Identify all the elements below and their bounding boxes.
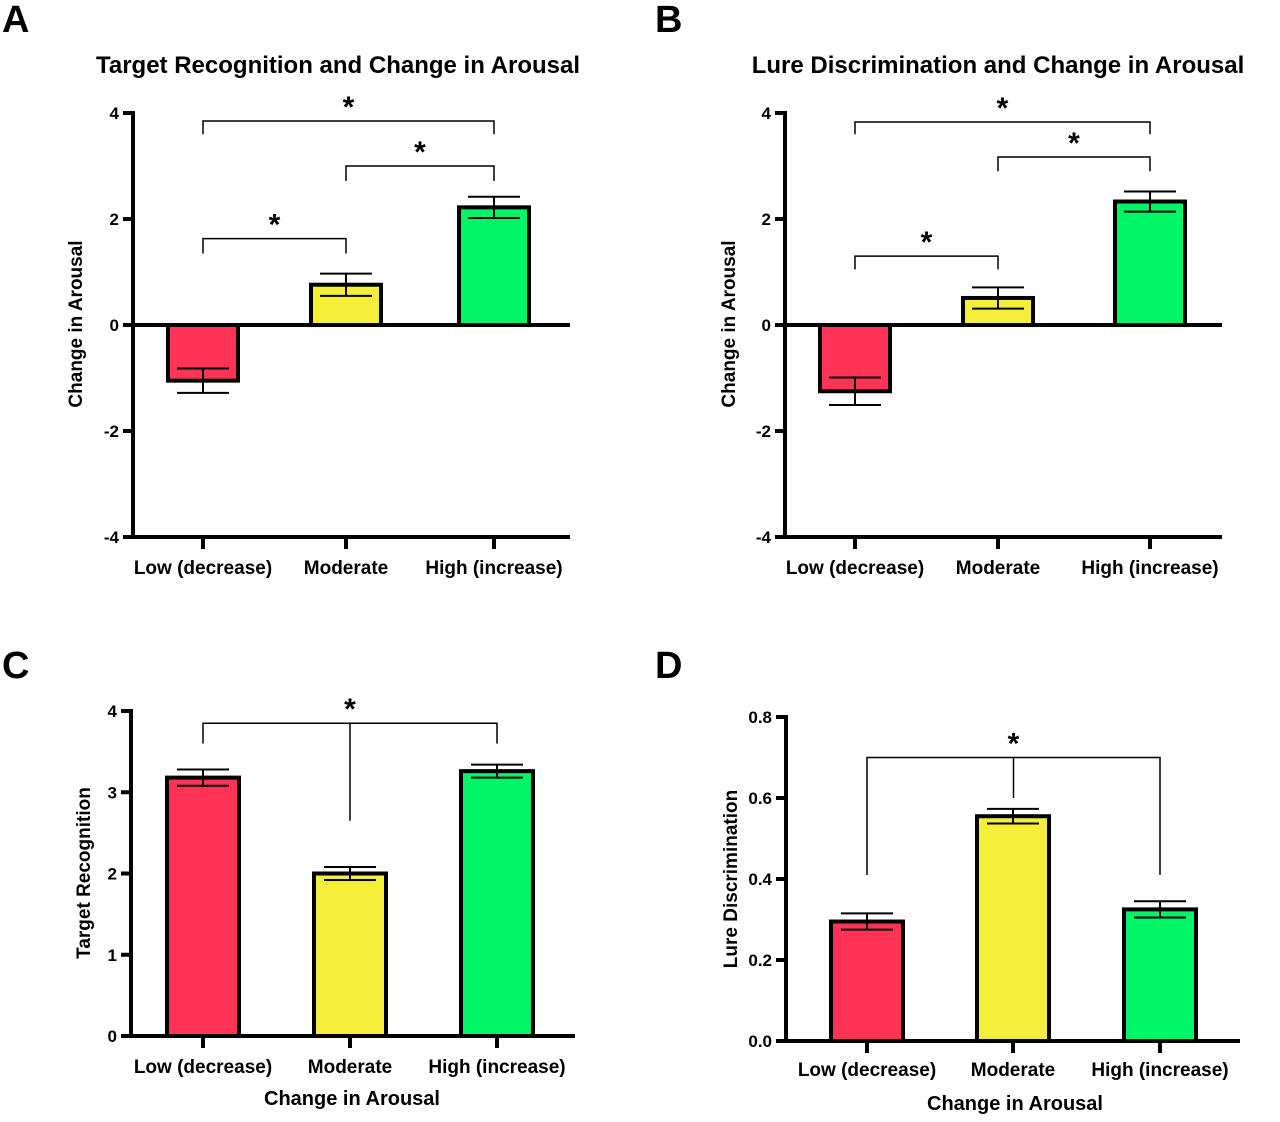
- y-tick-label-c: 1: [108, 946, 117, 965]
- error-bar-c-1: [324, 866, 376, 881]
- y-tick-label-a: 2: [110, 210, 119, 229]
- bar-d-1: [975, 814, 1051, 1043]
- significance-star: *: [414, 136, 426, 169]
- significance-star: *: [997, 92, 1009, 125]
- error-bar-d-2: [1134, 900, 1186, 919]
- bar-a-2: [457, 205, 531, 327]
- x-tick-label-a: Moderate: [304, 558, 388, 579]
- panel-b: B Lure Discrimination and Change in Arou…: [655, 0, 1244, 579]
- panel-letter-a: A: [2, 0, 29, 41]
- x-tick-label-b: High (increase): [1081, 558, 1218, 579]
- y-tick-label-b: 0: [762, 316, 771, 335]
- significance-star: *: [343, 91, 355, 124]
- y-tick-label-a: 4: [110, 104, 120, 123]
- bracket-line: [345, 165, 495, 181]
- error-bar-b-0: [829, 376, 881, 407]
- y-tick-label-c: 4: [108, 702, 118, 721]
- significance-bracket-b-2: *: [854, 226, 999, 270]
- y-tick-label-c: 0: [108, 1027, 117, 1046]
- x-tick-label-c: Moderate: [308, 1057, 392, 1078]
- bracket-line: [202, 237, 347, 254]
- y-tick-label-b: 4: [762, 104, 772, 123]
- error-bar-d-0: [841, 912, 893, 931]
- error-bar-c-0: [177, 768, 229, 787]
- y-tick-label-d: 0.0: [748, 1032, 772, 1051]
- y-tick-label-b: 2: [762, 210, 771, 229]
- significance-star: *: [1008, 728, 1020, 761]
- y-tick-label-d: 0.2: [748, 951, 772, 970]
- error-bar-b-2: [1124, 190, 1176, 213]
- significance-bracket-a-0: *: [202, 91, 495, 135]
- significance-bracket-b-0: *: [854, 92, 1151, 135]
- chart-title-a: Target Recognition and Change in Arousal: [96, 52, 580, 79]
- panel-letter-d: D: [655, 645, 682, 687]
- error-bar-c-2: [471, 763, 523, 779]
- bar-c-2: [459, 769, 535, 1038]
- x-axis-title-c: Change in Arousal: [264, 1088, 440, 1110]
- bracket-line: [202, 120, 495, 135]
- y-axis-title-c: Target Recognition: [74, 787, 95, 959]
- y-tick-label-a: 0: [110, 316, 119, 335]
- y-tick-label-d: 0.8: [748, 708, 772, 727]
- panel-letter-c: C: [2, 645, 29, 687]
- panel-c: C Target Recognition Change in Arousal 0…: [2, 645, 575, 1110]
- error-bar-d-1: [987, 807, 1039, 825]
- bracket-line: [854, 121, 1151, 135]
- error-bar-b-1: [972, 286, 1024, 310]
- y-axis-title-b: Change in Arousal: [719, 240, 740, 407]
- significance-bracket-a-2: *: [202, 209, 347, 254]
- panel-letter-b: B: [655, 0, 682, 41]
- y-axis-title-d: Lure Discrimination: [721, 790, 742, 968]
- significance-bracket-c-0: *: [202, 693, 498, 821]
- y-tick-label-a: -2: [104, 422, 119, 441]
- bar-c-1: [312, 871, 388, 1038]
- bar-d-0: [829, 919, 905, 1044]
- significance-star: *: [344, 693, 356, 726]
- panel-a: A Target Recognition and Change in Arous…: [2, 0, 580, 579]
- x-tick-label-a: High (increase): [425, 558, 562, 579]
- x-tick-label-d: Low (decrease): [798, 1060, 936, 1081]
- y-tick-label-d: 0.6: [748, 789, 772, 808]
- y-axis-title-a: Change in Arousal: [66, 240, 87, 407]
- x-tick-label-a: Low (decrease): [134, 558, 272, 579]
- y-tick-label-a: -4: [104, 528, 120, 547]
- x-tick-label-d: Moderate: [971, 1060, 1055, 1081]
- significance-star: *: [921, 226, 933, 259]
- bracket-line: [854, 255, 999, 270]
- y-tick-label-b: -4: [756, 528, 772, 547]
- bracket-line: [997, 156, 1151, 172]
- significance-star: *: [1068, 127, 1080, 160]
- y-tick-label-d: 0.4: [748, 870, 772, 889]
- error-bar-a-1: [320, 272, 372, 297]
- significance-bracket-a-1: *: [345, 136, 495, 181]
- x-tick-label-b: Moderate: [956, 558, 1040, 579]
- x-tick-label-b: Low (decrease): [786, 558, 924, 579]
- significance-star: *: [269, 209, 281, 242]
- error-bar-a-0: [177, 367, 229, 394]
- bar-d-2: [1122, 907, 1198, 1043]
- x-axis-title-d: Change in Arousal: [927, 1093, 1103, 1115]
- panel-d: D Lure Discrimination Change in Arousal …: [655, 645, 1240, 1115]
- significance-bracket-b-1: *: [997, 127, 1151, 172]
- y-tick-label-c: 3: [108, 783, 117, 802]
- bar-c-0: [165, 775, 241, 1038]
- x-tick-label-d: High (increase): [1091, 1060, 1228, 1081]
- y-tick-label-b: -2: [756, 422, 771, 441]
- bar-b-2: [1113, 199, 1187, 327]
- error-bar-a-2: [468, 195, 520, 219]
- significance-bracket-d-0: *: [866, 728, 1161, 875]
- x-tick-label-c: High (increase): [428, 1057, 565, 1078]
- x-tick-label-c: Low (decrease): [134, 1057, 272, 1078]
- y-tick-label-c: 2: [108, 865, 117, 884]
- chart-title-b: Lure Discrimination and Change in Arousa…: [752, 52, 1245, 79]
